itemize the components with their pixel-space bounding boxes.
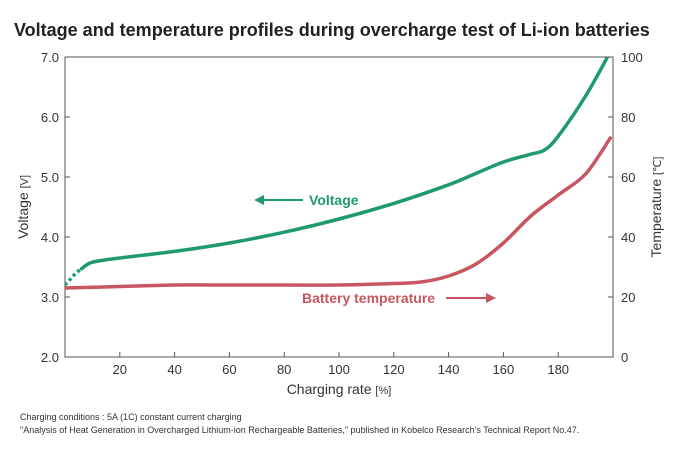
footnote-source: "Analysis of Heat Generation in Overchar… (20, 425, 580, 435)
voltage-annotation: Voltage (309, 192, 359, 208)
battery-temperature-annotation: Battery temperature (302, 290, 435, 306)
y-right-axis-ticks: 0 20 40 60 80 100 (608, 50, 643, 365)
x-tick-label: 40 (167, 362, 181, 377)
y-right-tick-label: 20 (621, 290, 635, 305)
series-layer (65, 57, 613, 290)
x-tick-label: 80 (277, 362, 291, 377)
x-tick-label: 20 (113, 362, 127, 377)
y-left-tick-label: 7.0 (41, 50, 59, 65)
y-right-tick-label: 0 (621, 350, 628, 365)
y-right-tick-label: 40 (621, 230, 635, 245)
x-tick-label: 160 (493, 362, 515, 377)
x-axis-label: Charging rate [%] (287, 381, 392, 397)
x-tick-label: 100 (328, 362, 350, 377)
annotation-layer: Voltage Battery temperature (254, 192, 496, 306)
y-right-axis-label: Temperature [℃] (648, 157, 664, 258)
y-left-tick-label: 3.0 (41, 290, 59, 305)
x-tick-label: 180 (547, 362, 569, 377)
y-left-axis-ticks: 2.0 3.0 4.0 5.0 6.0 7.0 (41, 50, 70, 365)
y-left-tick-label: 2.0 (41, 350, 59, 365)
y-left-tick-label: 5.0 (41, 170, 59, 185)
series-line-voltage (79, 57, 610, 271)
temperature-arrow-head (486, 293, 496, 303)
x-axis-unit: [%] (375, 385, 391, 397)
footnote-conditions: Charging conditions : 5A (1C) constant c… (20, 412, 242, 422)
series-dashed-start-voltage (65, 267, 83, 287)
chart-title: Voltage and temperature profiles during … (14, 20, 650, 40)
y-left-tick-label: 6.0 (41, 110, 59, 125)
y-right-tick-label: 80 (621, 110, 635, 125)
x-tick-label: 60 (222, 362, 236, 377)
voltage-arrow-head (254, 195, 264, 205)
y-right-axis-unit: [℃] (652, 157, 664, 175)
x-tick-label: 140 (438, 362, 460, 377)
y-left-axis-label: Voltage [V] (15, 175, 31, 239)
series-line-battery-temperature (65, 136, 613, 290)
y-right-tick-label: 60 (621, 170, 635, 185)
y-left-axis-unit: [V] (19, 175, 31, 188)
x-tick-label: 120 (383, 362, 405, 377)
y-right-tick-label: 100 (621, 50, 643, 65)
x-axis-ticks: 20 40 60 80 100 120 140 160 180 (113, 352, 569, 377)
y-left-tick-label: 4.0 (41, 230, 59, 245)
